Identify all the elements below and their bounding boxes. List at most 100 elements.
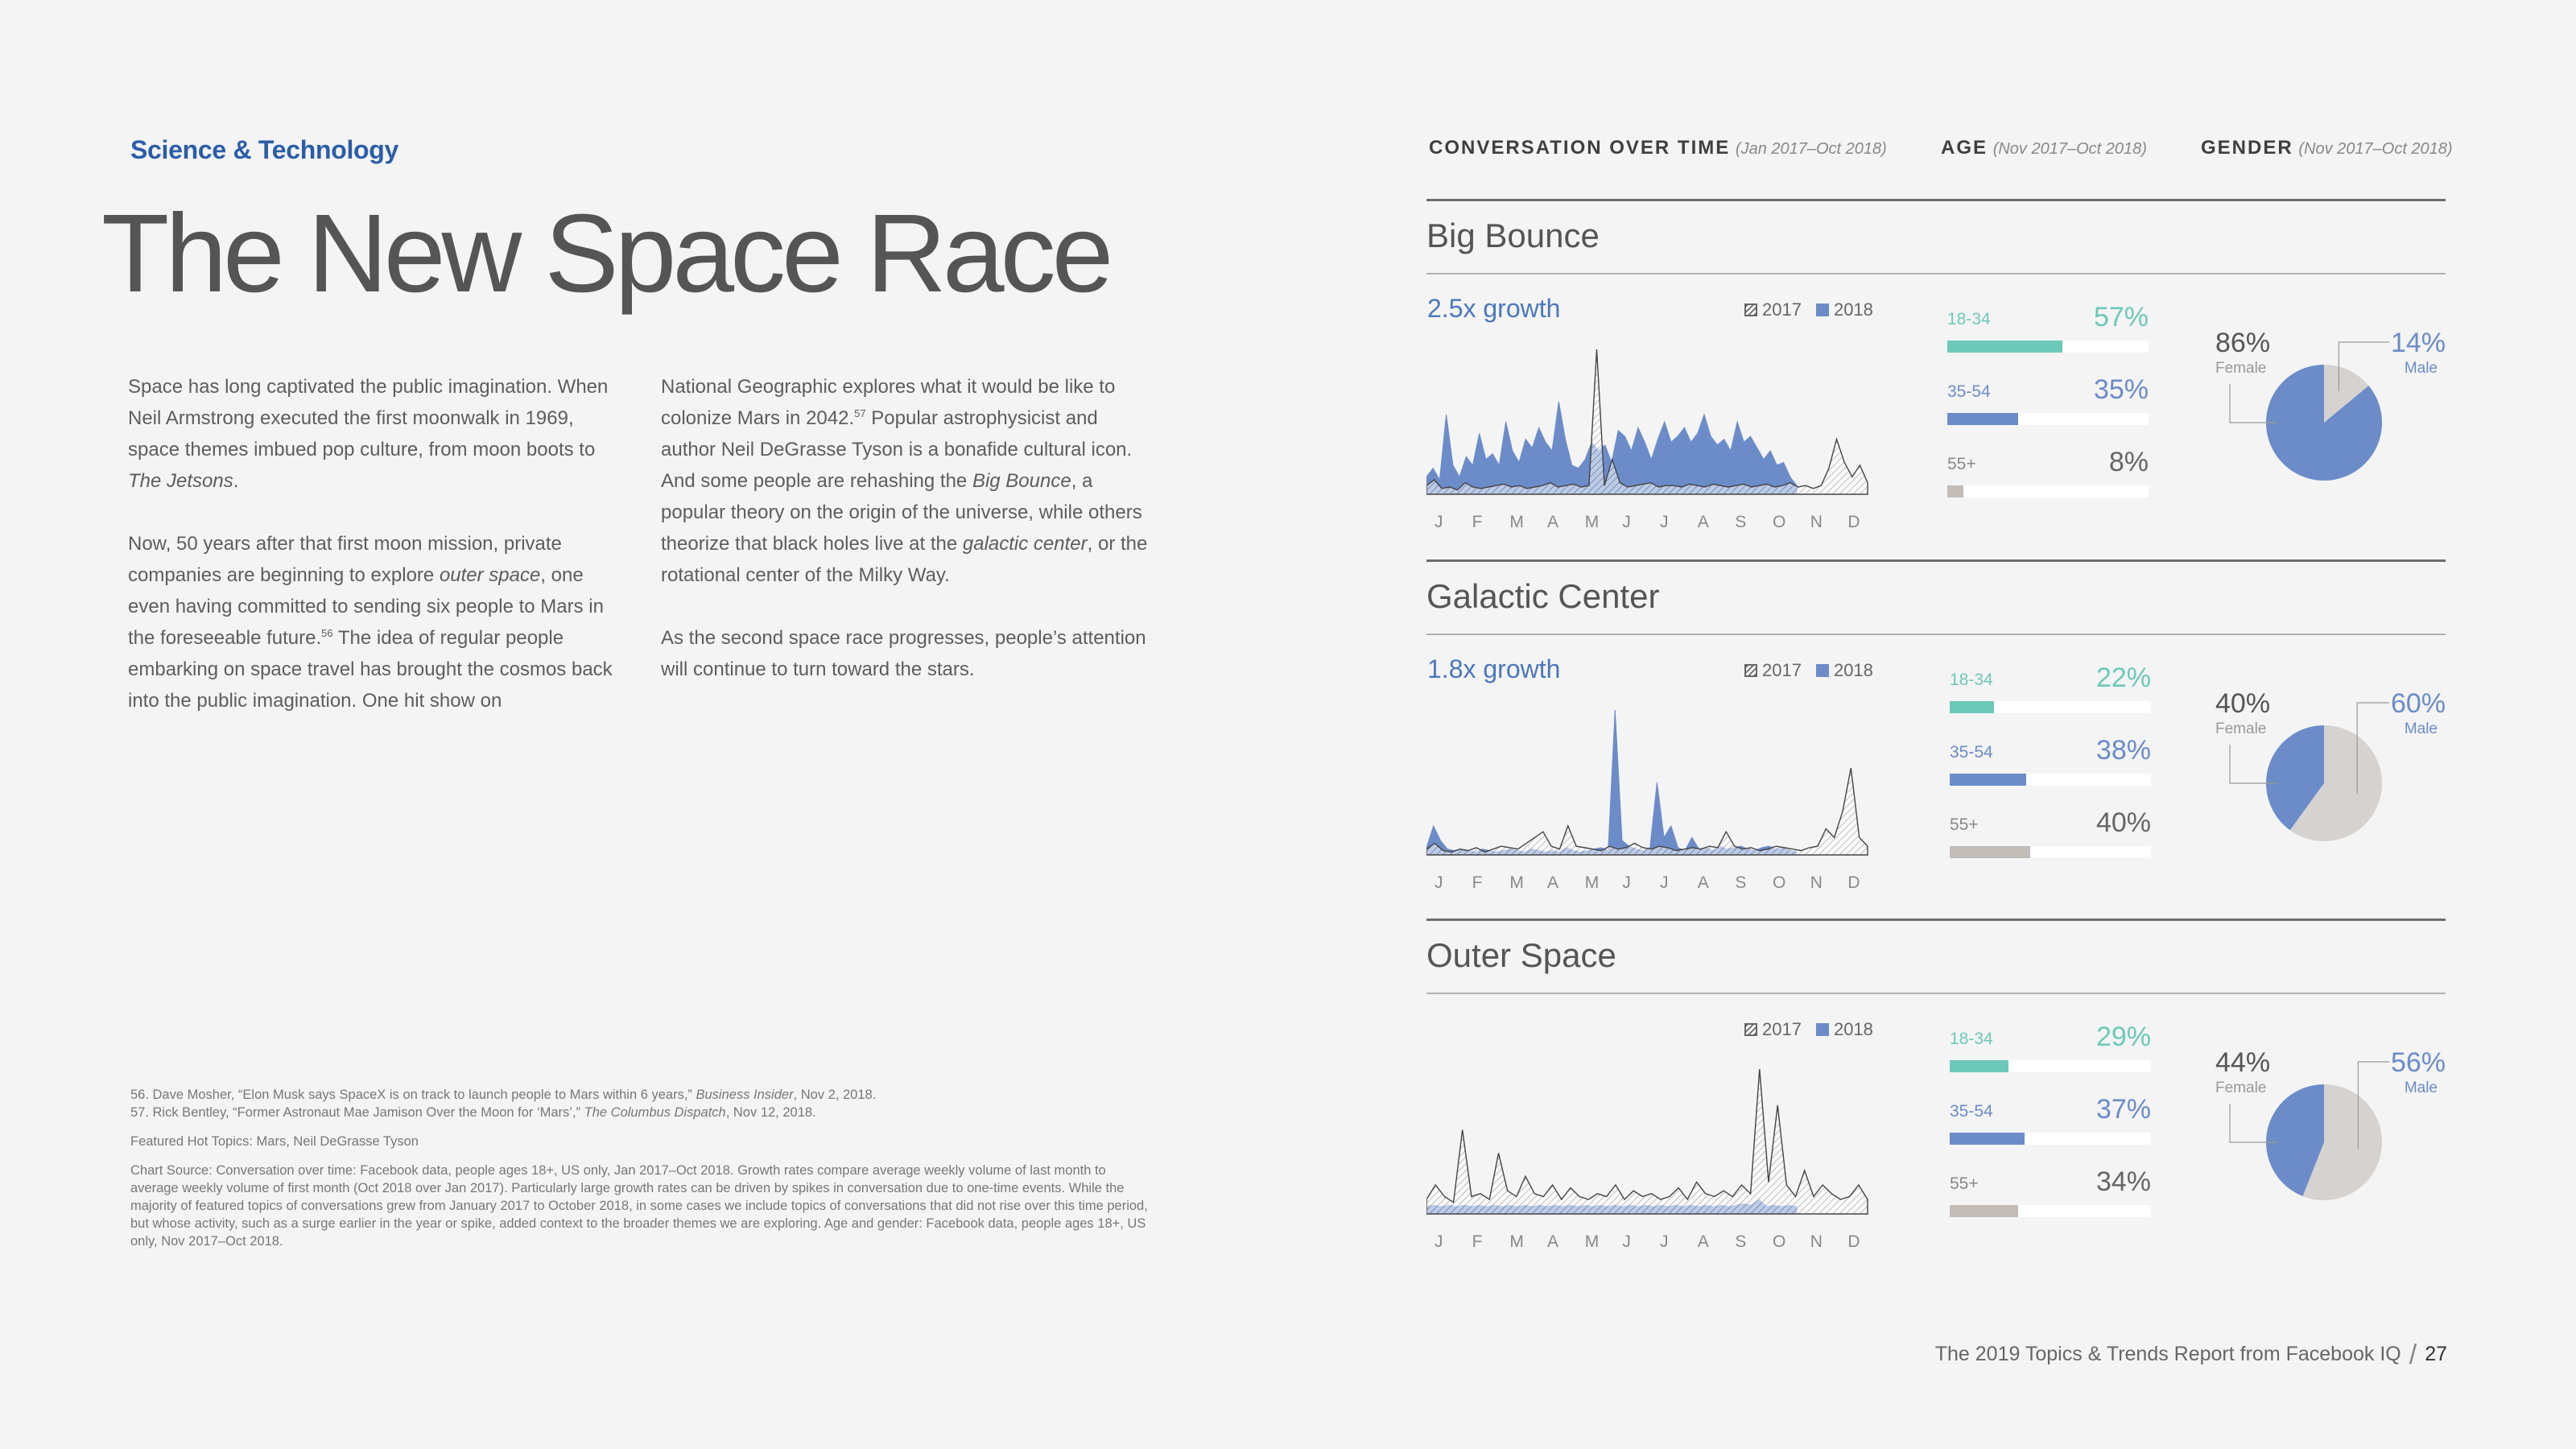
month-tick-label: J (1435, 513, 1443, 531)
age-percent: 37% (2095, 1094, 2151, 1125)
divider-slash: / (2409, 1340, 2417, 1370)
month-tick-label: A (1547, 1232, 1559, 1251)
gender-pie (2229, 702, 2389, 841)
conversation-chart (1426, 1068, 1868, 1215)
age-bar-track (1950, 1205, 2151, 1217)
age-label: 55+ (1947, 455, 1976, 473)
month-tick-label: F (1472, 1232, 1483, 1251)
page-number: 27 (2425, 1343, 2447, 1365)
legend-label-2018: 2018 (1833, 660, 1873, 680)
header-age: AGE (Nov 2017–Oct 2018) (1941, 137, 2147, 159)
month-tick-label: O (1773, 513, 1786, 531)
gender-chart: 40% Female 60% Male (2206, 688, 2455, 898)
month-tick-label: S (1735, 1232, 1747, 1251)
month-tick-label: J (1660, 1232, 1669, 1251)
conversation-chart (1426, 349, 1868, 495)
pie-slice-female (2265, 725, 2324, 831)
section-divider (1426, 634, 2446, 635)
month-tick-label: A (1547, 873, 1559, 892)
age-percent: 57% (2093, 302, 2149, 332)
age-bar-track (1950, 1133, 2151, 1145)
male-percent: 14% (2390, 328, 2446, 358)
series-2018-area (1426, 401, 1798, 495)
age-bar-fill (1950, 701, 1994, 713)
age-label: 35-54 (1947, 382, 1991, 401)
legend-swatch-2018 (1815, 1023, 1829, 1036)
female-percent: 44% (2215, 1047, 2271, 1078)
age-group-18-34: 18-34 29% (1950, 1022, 2151, 1086)
age-bar-track (1947, 341, 2149, 353)
month-tick-label: F (1472, 513, 1483, 531)
legend-swatch-2017 (1744, 1023, 1757, 1036)
age-percent: 40% (2095, 807, 2151, 838)
month-tick-label: J (1435, 1232, 1443, 1251)
legend-swatch-2018 (1815, 664, 1829, 677)
age-label: 55+ (1950, 1174, 1979, 1193)
series-2017-area (1426, 1068, 1868, 1215)
age-percent: 22% (2095, 663, 2151, 693)
section-top-rule (1426, 199, 2446, 201)
age-group-18-34: 18-34 22% (1950, 663, 2151, 727)
paragraph: Now, 50 years after that first moon miss… (128, 533, 613, 712)
age-bar-fill (1950, 774, 2026, 786)
month-tick-label: J (1622, 873, 1631, 892)
female-percent: 86% (2215, 328, 2271, 358)
report-title: The 2019 Topics & Trends Report from Fac… (1934, 1343, 2401, 1365)
gender-pie (2229, 1061, 2389, 1200)
month-tick-label: A (1697, 873, 1709, 892)
paragraph: National Geographic explores what it wou… (661, 376, 1148, 586)
age-percent: 8% (2108, 447, 2149, 477)
section-divider (1426, 993, 2446, 994)
header-gender: GENDER (Nov 2017–Oct 2018) (2201, 137, 2453, 159)
month-tick-label: M (1584, 513, 1600, 531)
footnote-57: 57. Rick Bentley, “Former Astronaut Mae … (130, 1105, 816, 1120)
age-group-35-54: 35-54 35% (1947, 374, 2149, 439)
month-tick-label: S (1735, 873, 1747, 892)
male-percent: 60% (2390, 688, 2446, 719)
month-tick-label: S (1735, 513, 1747, 531)
month-tick-label: J (1622, 513, 1631, 531)
gender-chart: 86% Female 14% Male (2206, 328, 2455, 537)
age-bar-fill (1950, 1060, 2008, 1072)
conversation-chart (1426, 709, 1868, 856)
month-tick-label: M (1584, 1232, 1600, 1251)
female-percent: 40% (2215, 688, 2271, 719)
female-label: Female (2215, 360, 2267, 377)
male-percent: 56% (2390, 1047, 2446, 1078)
series-2017-area (1426, 349, 1868, 495)
age-bar-track (1950, 846, 2151, 858)
month-tick-label: D (1847, 513, 1860, 531)
age-group-35-54: 35-54 37% (1950, 1094, 2151, 1158)
age-label: 18-34 (1950, 1030, 1993, 1048)
footnote-56: 56. Dave Mosher, “Elon Musk says SpaceX … (130, 1088, 877, 1102)
paragraph: As the second space race progresses, peo… (661, 627, 1146, 680)
month-tick-label: N (1810, 513, 1823, 531)
age-group-35-54: 35-54 38% (1950, 735, 2151, 799)
age-label: 35-54 (1950, 743, 1993, 762)
age-bar-fill (1947, 341, 2062, 353)
growth-rate: 2.5x growth (1427, 294, 1561, 323)
section-top-rule (1426, 919, 2446, 921)
month-tick-label: N (1810, 1232, 1823, 1251)
age-percent: 29% (2095, 1022, 2151, 1052)
footnotes: 56. Dave Mosher, “Elon Musk says SpaceX … (130, 1086, 1153, 1121)
month-tick-label: A (1547, 513, 1559, 531)
legend-swatch-2017 (1744, 664, 1757, 677)
pie-slice-female (2266, 1084, 2324, 1196)
male-leader-line (2357, 1061, 2389, 1150)
month-tick-label: M (1509, 1232, 1524, 1251)
male-label: Male (2404, 1080, 2438, 1096)
age-label: 35-54 (1950, 1102, 1993, 1121)
female-leader-line (2229, 384, 2278, 423)
age-group-18-34: 18-34 57% (1947, 302, 2149, 366)
age-label: 55+ (1950, 815, 1979, 834)
month-tick-label: O (1773, 873, 1786, 892)
footnote-ref: 57 (854, 407, 866, 419)
month-tick-label: A (1697, 1232, 1709, 1251)
age-bar-track (1947, 485, 2149, 497)
legend-label-2018: 2018 (1833, 1019, 1873, 1039)
age-label: 18-34 (1950, 671, 1993, 689)
page-title: The New Space Race (101, 192, 1113, 316)
legend-label-2017: 2017 (1762, 299, 1802, 320)
